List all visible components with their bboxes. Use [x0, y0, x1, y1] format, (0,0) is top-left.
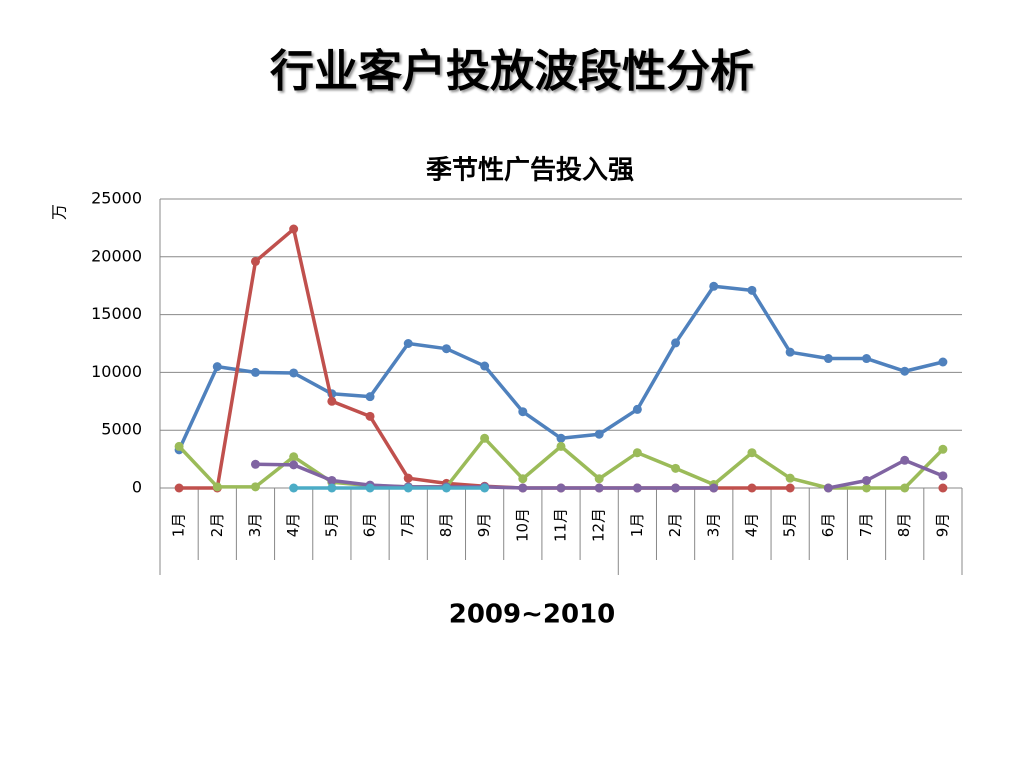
data-point	[747, 483, 757, 493]
data-point	[823, 354, 833, 364]
data-point	[556, 433, 566, 443]
series-line	[177, 284, 944, 451]
data-point	[289, 224, 299, 234]
data-point	[212, 482, 222, 492]
x-tick-label: 10月	[513, 508, 531, 542]
x-tick-label: 7月	[399, 513, 417, 538]
data-point	[785, 473, 795, 483]
x-tick-label: 11月	[552, 508, 570, 542]
x-tick-label: 9月	[933, 513, 951, 538]
data-point	[327, 483, 337, 493]
data-point	[632, 448, 642, 458]
data-point	[785, 347, 795, 357]
x-tick-label: 4月	[742, 513, 760, 538]
data-point	[938, 444, 948, 454]
x-tick-label: 2月	[208, 513, 226, 538]
data-point	[518, 407, 528, 417]
x-tick-label: 6月	[819, 513, 837, 538]
x-tick-label: 2月	[666, 513, 684, 538]
data-point	[250, 459, 260, 469]
chart-title: 季节性广告投入强	[426, 156, 634, 186]
data-point	[709, 483, 719, 493]
data-point	[900, 483, 910, 493]
data-point	[250, 256, 260, 266]
data-point	[785, 483, 795, 493]
data-point	[556, 441, 566, 451]
data-point	[480, 361, 490, 371]
data-point	[327, 396, 337, 406]
data-point	[327, 475, 337, 485]
x-tick-label: 8月	[895, 513, 913, 538]
data-point	[862, 354, 872, 364]
x-tick-label: 7月	[857, 513, 875, 538]
data-point	[862, 483, 872, 493]
slide-title: 行业客户投放波段性分析	[270, 46, 754, 97]
data-point	[480, 483, 490, 493]
x-tick-label: 12月	[590, 508, 608, 542]
x-tick-label: 9月	[475, 513, 493, 538]
data-point	[289, 483, 299, 493]
data-point	[632, 404, 642, 414]
data-point	[671, 463, 681, 473]
data-point	[900, 455, 910, 465]
data-point	[938, 357, 948, 367]
data-point	[365, 483, 375, 493]
y-tick-label: 10000	[91, 362, 142, 381]
y-tick-label: 0	[132, 478, 142, 497]
x-axis-title: 2009~2010	[449, 600, 616, 630]
y-tick-label: 25000	[91, 189, 142, 208]
data-point	[632, 483, 642, 493]
data-point	[403, 339, 413, 348]
data-point	[747, 448, 757, 458]
x-tick-label: 5月	[322, 513, 340, 538]
y-tick-label: 5000	[101, 420, 142, 439]
data-point	[403, 473, 413, 483]
data-point	[174, 483, 184, 493]
data-point	[594, 429, 604, 439]
data-point	[518, 483, 528, 493]
y-tick-label: 15000	[91, 304, 142, 323]
data-point	[365, 411, 375, 421]
data-point	[250, 367, 260, 377]
x-tick-label: 5月	[781, 513, 799, 538]
data-point	[900, 366, 910, 376]
data-point	[289, 460, 299, 470]
data-point	[823, 483, 833, 493]
data-point	[747, 285, 757, 295]
x-tick-label: 3月	[704, 513, 722, 538]
data-point	[556, 483, 566, 493]
data-point	[250, 482, 260, 492]
data-point	[441, 483, 451, 493]
y-tick-label: 20000	[91, 246, 142, 265]
data-point	[365, 392, 375, 402]
data-point	[289, 368, 299, 378]
data-point	[594, 474, 604, 484]
x-tick-label: 8月	[437, 513, 455, 538]
data-point	[938, 483, 948, 493]
data-point	[938, 471, 948, 481]
y-axis-title: 万	[50, 204, 69, 220]
data-point	[174, 441, 184, 451]
data-point	[671, 483, 681, 493]
data-point	[594, 483, 604, 493]
data-point	[862, 475, 872, 485]
data-point	[480, 433, 490, 443]
x-tick-label: 4月	[284, 513, 302, 538]
data-point	[403, 483, 413, 493]
data-point	[518, 474, 528, 484]
data-point	[289, 452, 299, 462]
x-tick-label: 3月	[246, 513, 264, 538]
x-tick-label: 1月	[170, 513, 188, 538]
data-point	[441, 344, 451, 354]
x-tick-label: 1月	[628, 513, 646, 538]
data-point	[709, 281, 719, 291]
x-tick-label: 6月	[361, 513, 379, 538]
data-point	[671, 338, 681, 348]
data-point	[212, 362, 222, 372]
